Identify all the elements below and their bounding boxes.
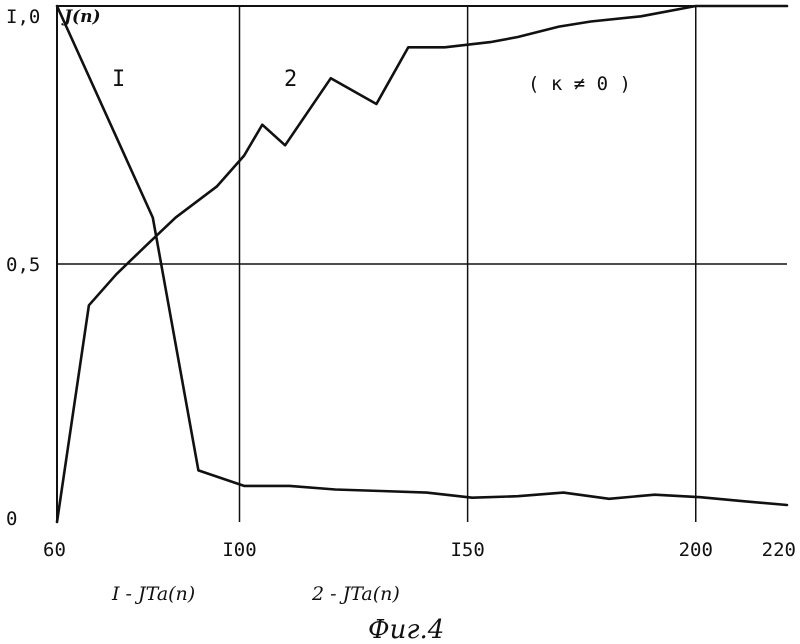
grid <box>57 6 787 522</box>
x-tick-label-1: I00 <box>222 539 256 561</box>
y-tick-label-2: I,0 <box>6 6 40 28</box>
series-line-1 <box>57 6 787 505</box>
x-tick-label-2: I50 <box>450 539 484 561</box>
y-tick-label-1: 0,5 <box>6 254 40 276</box>
region-label-2: 2 <box>284 67 297 92</box>
legend-entry-2: 2 - JTa(n) <box>311 583 400 605</box>
figure-caption: Фиг.4 <box>368 615 444 644</box>
y-axis-label: J(n) <box>61 7 101 27</box>
region-label-1: I <box>112 67 125 92</box>
y-tick-label-0: 0 <box>6 508 17 530</box>
condition-label: ( к ≠ 0 ) <box>528 73 631 95</box>
x-tick-label-4: 220 <box>762 539 796 561</box>
legend-entry-1: I - JTa(n) <box>111 583 195 605</box>
x-tick-label-3: 200 <box>679 539 713 561</box>
x-tick-label-0: 60 <box>43 539 66 561</box>
